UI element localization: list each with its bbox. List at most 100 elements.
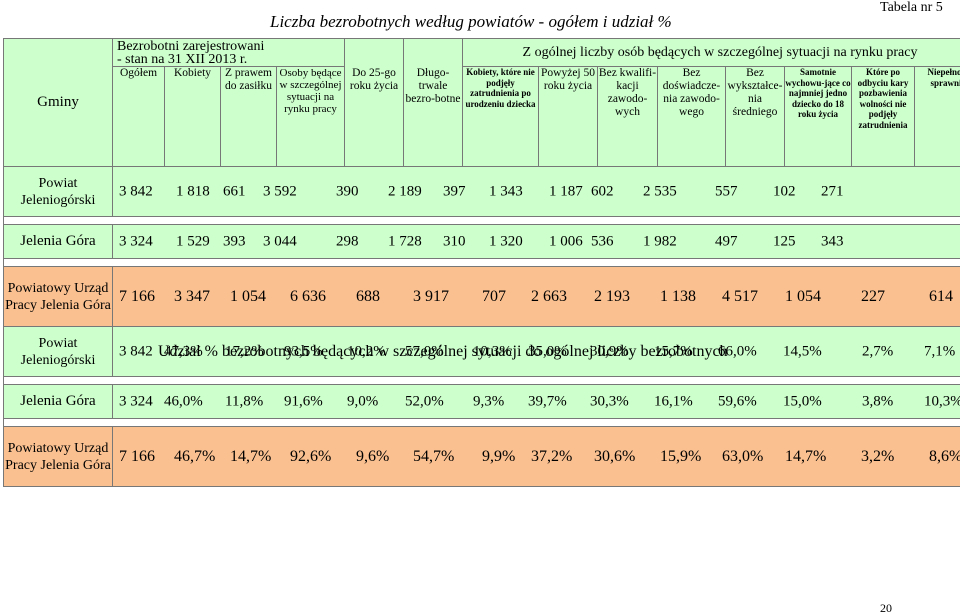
cell-value: 46,0% bbox=[164, 393, 203, 409]
cell-value: 536 bbox=[591, 233, 614, 249]
cell-value: 1 187 bbox=[549, 183, 583, 199]
header-powyzej50: Powyżej 50 roku życia bbox=[538, 66, 599, 167]
cell-value: 3 917 bbox=[413, 287, 449, 305]
header-niepelno: Niepełno-sprawni bbox=[914, 66, 960, 167]
header-dlugo bbox=[403, 38, 464, 67]
cell-value: 6 636 bbox=[290, 287, 326, 305]
cell-value: 30,9% bbox=[590, 343, 629, 359]
cell-value: 2 663 bbox=[531, 287, 567, 305]
cell-value: 37,2% bbox=[531, 447, 573, 465]
cell-value: 39,7% bbox=[528, 393, 567, 409]
cell-value: 397 bbox=[443, 183, 466, 199]
row-label: Powiat Jeleniogórski bbox=[3, 166, 113, 217]
cell-value: 9,0% bbox=[347, 393, 379, 409]
header-dlugo-text: Długo-trwale bezro-botne bbox=[403, 66, 464, 167]
cell-value: 14,7% bbox=[785, 447, 827, 465]
cell-value: 9,3% bbox=[473, 393, 505, 409]
cell-value: 3 592 bbox=[263, 183, 297, 199]
cell-value: 3 842 bbox=[119, 343, 153, 359]
cell-value: 1 818 bbox=[176, 183, 210, 199]
cell-value: 35,0% bbox=[528, 343, 567, 359]
header-ogolem: Ogółem bbox=[112, 66, 165, 167]
cell-value: 310 bbox=[443, 233, 466, 249]
data-row: 3 842 1 818 661 3 592 390 2 189 397 1 343 1 187 6… bbox=[111, 166, 960, 217]
cell-value: 9,9% bbox=[482, 447, 516, 465]
cell-value: 3 044 bbox=[263, 233, 297, 249]
row-label: Powiatowy Urząd Pracy Jelenia Góra bbox=[3, 266, 113, 327]
cell-value: 16,1% bbox=[654, 393, 693, 409]
header-samotnie: Samotnie wychowu-jące co najmniej jedno … bbox=[784, 66, 853, 167]
cell-value: 47,3% bbox=[164, 343, 203, 359]
share-section-title: Udział % bezrobotnych będących w szczegó… bbox=[158, 343, 728, 360]
cell-value: 614 bbox=[929, 287, 953, 305]
cell-value: 707 bbox=[482, 287, 506, 305]
cell-value: 91,6% bbox=[284, 393, 323, 409]
cell-value: 15,9% bbox=[660, 447, 702, 465]
cell-value: 3 324 bbox=[119, 393, 153, 409]
row-label: Powiat Jeleniogórski bbox=[3, 326, 113, 377]
cell-value: 393 bbox=[223, 233, 246, 249]
cell-value: 1 728 bbox=[388, 233, 422, 249]
header-z-prawem: Z prawem do zasiłku bbox=[220, 66, 277, 167]
header-do25-text: Do 25-go roku życia bbox=[344, 66, 405, 167]
cell-value: 66,0% bbox=[718, 343, 757, 359]
cell-value: 661 bbox=[223, 183, 246, 199]
data-row: 7 166 3 347 1 054 6 636 688 3 917 707 2 663 2 19… bbox=[111, 266, 960, 327]
header-z-ogolnej: Z ogólnej liczby osób będących w szczegó… bbox=[462, 38, 960, 67]
cell-value: 17,2% bbox=[225, 343, 264, 359]
cell-value: 3,2% bbox=[861, 447, 895, 465]
cell-value: 1 982 bbox=[643, 233, 677, 249]
data-row: 7 166 46,7% 14,7% 92,6% 9,6% 54,7% 9,9% 37,2% 30… bbox=[111, 426, 960, 487]
unemployment-table: Gminy Bezrobotni zarejestrowani - stan na… bbox=[2, 38, 960, 487]
cell-value: 59,6% bbox=[718, 393, 757, 409]
cell-value: 3 324 bbox=[119, 233, 153, 249]
header-do25 bbox=[344, 38, 405, 67]
header-bez-wyksz: Bez wykształce-nia średniego bbox=[725, 66, 786, 167]
cell-value: 15,0% bbox=[783, 393, 822, 409]
cell-value: 298 bbox=[336, 233, 359, 249]
page-number: 20 bbox=[880, 601, 892, 615]
cell-value: 7 166 bbox=[119, 447, 155, 465]
cell-value: 30,3% bbox=[590, 393, 629, 409]
cell-value: 497 bbox=[715, 233, 738, 249]
cell-value: 92,6% bbox=[290, 447, 332, 465]
cell-value: 52,0% bbox=[405, 393, 444, 409]
cell-value: 557 bbox=[715, 183, 738, 199]
cell-value: 2 535 bbox=[643, 183, 677, 199]
cell-value: 93,5% bbox=[284, 343, 323, 359]
cell-value: 3,8% bbox=[862, 393, 894, 409]
cell-value: 10,3% bbox=[473, 343, 512, 359]
cell-value: 63,0% bbox=[722, 447, 764, 465]
cell-value: 1 343 bbox=[489, 183, 523, 199]
cell-value: 390 bbox=[336, 183, 359, 199]
cell-value: 30,6% bbox=[594, 447, 636, 465]
cell-value: 125 bbox=[773, 233, 796, 249]
header-ktore-po: Które po odbyciu kary pozbawienia wolnoś… bbox=[851, 66, 916, 167]
cell-value: 1 320 bbox=[489, 233, 523, 249]
cell-value: 14,5% bbox=[783, 343, 822, 359]
cell-value: 11,8% bbox=[225, 393, 264, 409]
cell-value: 54,7% bbox=[413, 447, 455, 465]
cell-value: 2 193 bbox=[594, 287, 630, 305]
row-label: Jelenia Góra bbox=[3, 384, 113, 419]
cell-value: 9,6% bbox=[356, 447, 390, 465]
header-gminy: Gminy bbox=[3, 38, 113, 167]
cell-value: 602 bbox=[591, 183, 614, 199]
cell-value: 343 bbox=[821, 233, 844, 249]
cell-value: 15,7% bbox=[654, 343, 693, 359]
cell-value: 271 bbox=[821, 183, 844, 199]
cell-value: 1 006 bbox=[549, 233, 583, 249]
cell-value: 46,7% bbox=[174, 447, 216, 465]
cell-value: 1 054 bbox=[230, 287, 266, 305]
cell-value: 10,2% bbox=[347, 343, 386, 359]
header-bez-dosw: Bez doświadcze-nia zawodo-wego bbox=[657, 66, 727, 167]
cell-value: 57,0% bbox=[405, 343, 444, 359]
header-kobiety: Kobiety bbox=[164, 66, 221, 167]
cell-value: 2,7% bbox=[862, 343, 894, 359]
data-row: 3 324 1 529 393 3 044 298 1 728 310 1 320 1 006 5… bbox=[111, 224, 960, 259]
header-bez-kwal: Bez kwalifi-kacji zawodo-wych bbox=[597, 66, 659, 167]
cell-value: 688 bbox=[356, 287, 380, 305]
cell-value: 4 517 bbox=[722, 287, 758, 305]
cell-value: 1 138 bbox=[660, 287, 696, 305]
cell-value: 10,3% bbox=[924, 393, 960, 409]
